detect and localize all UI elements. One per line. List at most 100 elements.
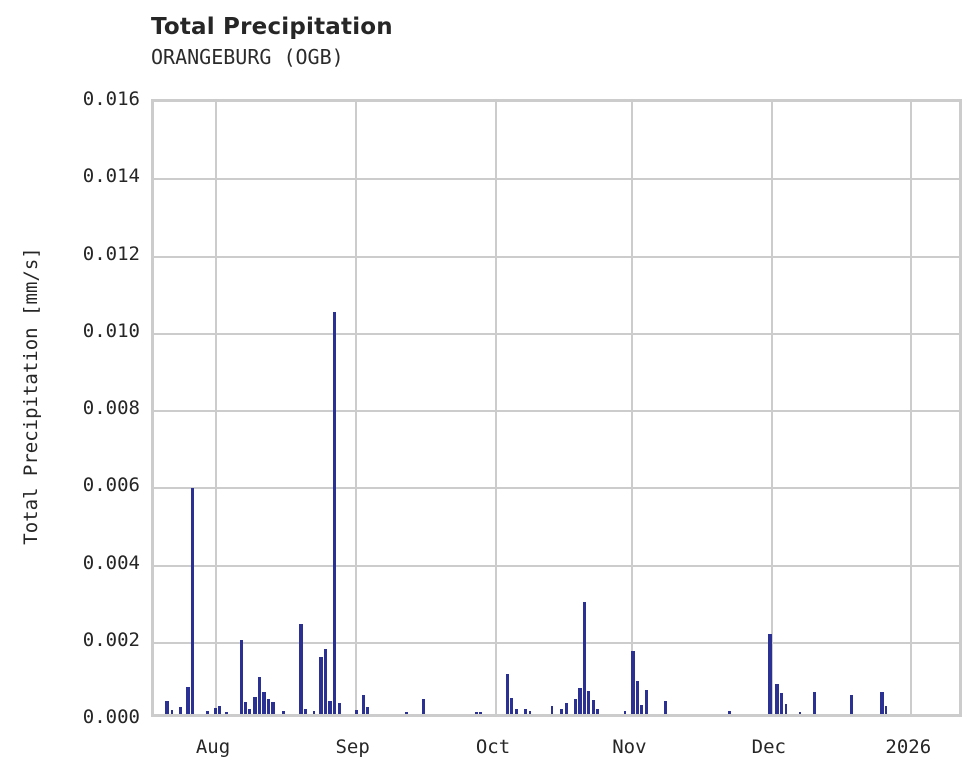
x-tick-label: Dec xyxy=(751,736,786,758)
x-tick-label: Nov xyxy=(612,736,647,758)
bar xyxy=(849,695,853,714)
bar xyxy=(595,709,599,714)
gridline-vertical xyxy=(631,102,634,714)
plot-inner xyxy=(154,102,959,714)
bar xyxy=(361,695,365,714)
bar xyxy=(404,711,408,714)
bar xyxy=(564,703,568,714)
bar xyxy=(328,700,332,714)
gridline-vertical xyxy=(354,102,357,714)
gridline-vertical xyxy=(770,102,773,714)
bar xyxy=(266,698,271,714)
bar xyxy=(635,680,640,714)
y-tick-text: 0.012 xyxy=(82,242,140,265)
gridline-horizontal xyxy=(154,332,959,335)
gridline-horizontal xyxy=(154,487,959,490)
bar xyxy=(213,708,217,714)
y-axis-tick-labels: 0.000 0.002 0.004 0.006 0.008 0.010 0.012 0.014… xyxy=(0,0,140,780)
title-block: Total Precipitation ORANGEBURG (OGB) xyxy=(151,14,851,70)
bar xyxy=(186,686,191,714)
y-tick-text: 0.000 xyxy=(82,706,140,728)
bar xyxy=(768,633,773,714)
gridline-horizontal xyxy=(154,641,959,644)
bar xyxy=(582,602,586,714)
bar xyxy=(218,705,221,714)
gridline-vertical xyxy=(494,102,497,714)
x-axis-tick-labels: Aug Sep Oct Nov Dec 2026 xyxy=(151,735,962,765)
bar xyxy=(271,702,275,714)
gridline-horizontal xyxy=(154,178,959,181)
bar xyxy=(775,683,779,714)
y-tick-text: 0.006 xyxy=(82,474,140,497)
bar xyxy=(178,706,183,714)
bar xyxy=(303,708,307,714)
bar xyxy=(165,700,169,714)
bar xyxy=(798,711,802,714)
bar xyxy=(524,708,527,714)
bar xyxy=(421,699,425,714)
page-title: Total Precipitation xyxy=(151,14,393,40)
bar xyxy=(366,707,369,714)
bar xyxy=(510,697,514,714)
bar xyxy=(573,698,578,714)
x-tick-label: Sep xyxy=(335,736,370,758)
bar xyxy=(515,708,518,714)
bar-series xyxy=(154,102,959,714)
gridline-vertical xyxy=(910,102,913,714)
x-tick-label: Oct xyxy=(475,736,511,758)
bar xyxy=(333,311,337,714)
bar xyxy=(587,690,591,714)
bar xyxy=(664,700,668,714)
bar xyxy=(190,487,195,714)
bar xyxy=(253,696,257,714)
bar xyxy=(205,710,209,714)
bar xyxy=(528,711,532,714)
bar xyxy=(475,712,478,714)
bar xyxy=(784,703,788,714)
bar xyxy=(779,693,784,714)
chart-subtitle: ORANGEBURG (OGB) xyxy=(151,45,344,69)
bar xyxy=(262,691,266,714)
gridline-horizontal xyxy=(154,564,959,567)
y-tick-text: 0.010 xyxy=(82,319,140,342)
bar xyxy=(244,702,247,714)
bar xyxy=(337,703,341,714)
bar xyxy=(884,705,888,714)
bar xyxy=(170,710,174,714)
bar xyxy=(248,709,252,714)
bar xyxy=(323,649,328,714)
bar xyxy=(505,673,510,714)
gridline-horizontal xyxy=(154,410,959,412)
bar xyxy=(631,650,635,714)
gridline-vertical xyxy=(215,102,218,714)
bar xyxy=(479,712,482,714)
bar xyxy=(560,709,564,714)
y-tick-text: 0.004 xyxy=(82,551,140,574)
y-tick-text: 0.008 xyxy=(82,397,140,419)
y-tick-text: 0.014 xyxy=(82,165,140,188)
x-tick-label: 2026 xyxy=(885,736,932,758)
bar xyxy=(623,710,627,714)
bar xyxy=(728,711,731,714)
bar xyxy=(225,711,228,714)
bar xyxy=(880,692,884,714)
bar xyxy=(640,704,644,714)
bar xyxy=(319,656,323,714)
bar xyxy=(644,690,649,714)
bar xyxy=(591,700,595,714)
x-tick-label: Aug xyxy=(195,736,231,758)
bar xyxy=(355,710,359,714)
bar xyxy=(312,710,316,714)
bar xyxy=(239,639,243,714)
y-tick-text: 0.016 xyxy=(82,88,140,110)
bar xyxy=(812,692,817,714)
plot-area xyxy=(151,99,962,717)
bar xyxy=(578,687,582,714)
bar xyxy=(257,676,262,714)
bar xyxy=(281,710,285,714)
gridline-horizontal xyxy=(154,255,959,258)
bar xyxy=(299,624,303,714)
bar xyxy=(550,705,554,714)
y-tick-text: 0.002 xyxy=(82,628,140,651)
